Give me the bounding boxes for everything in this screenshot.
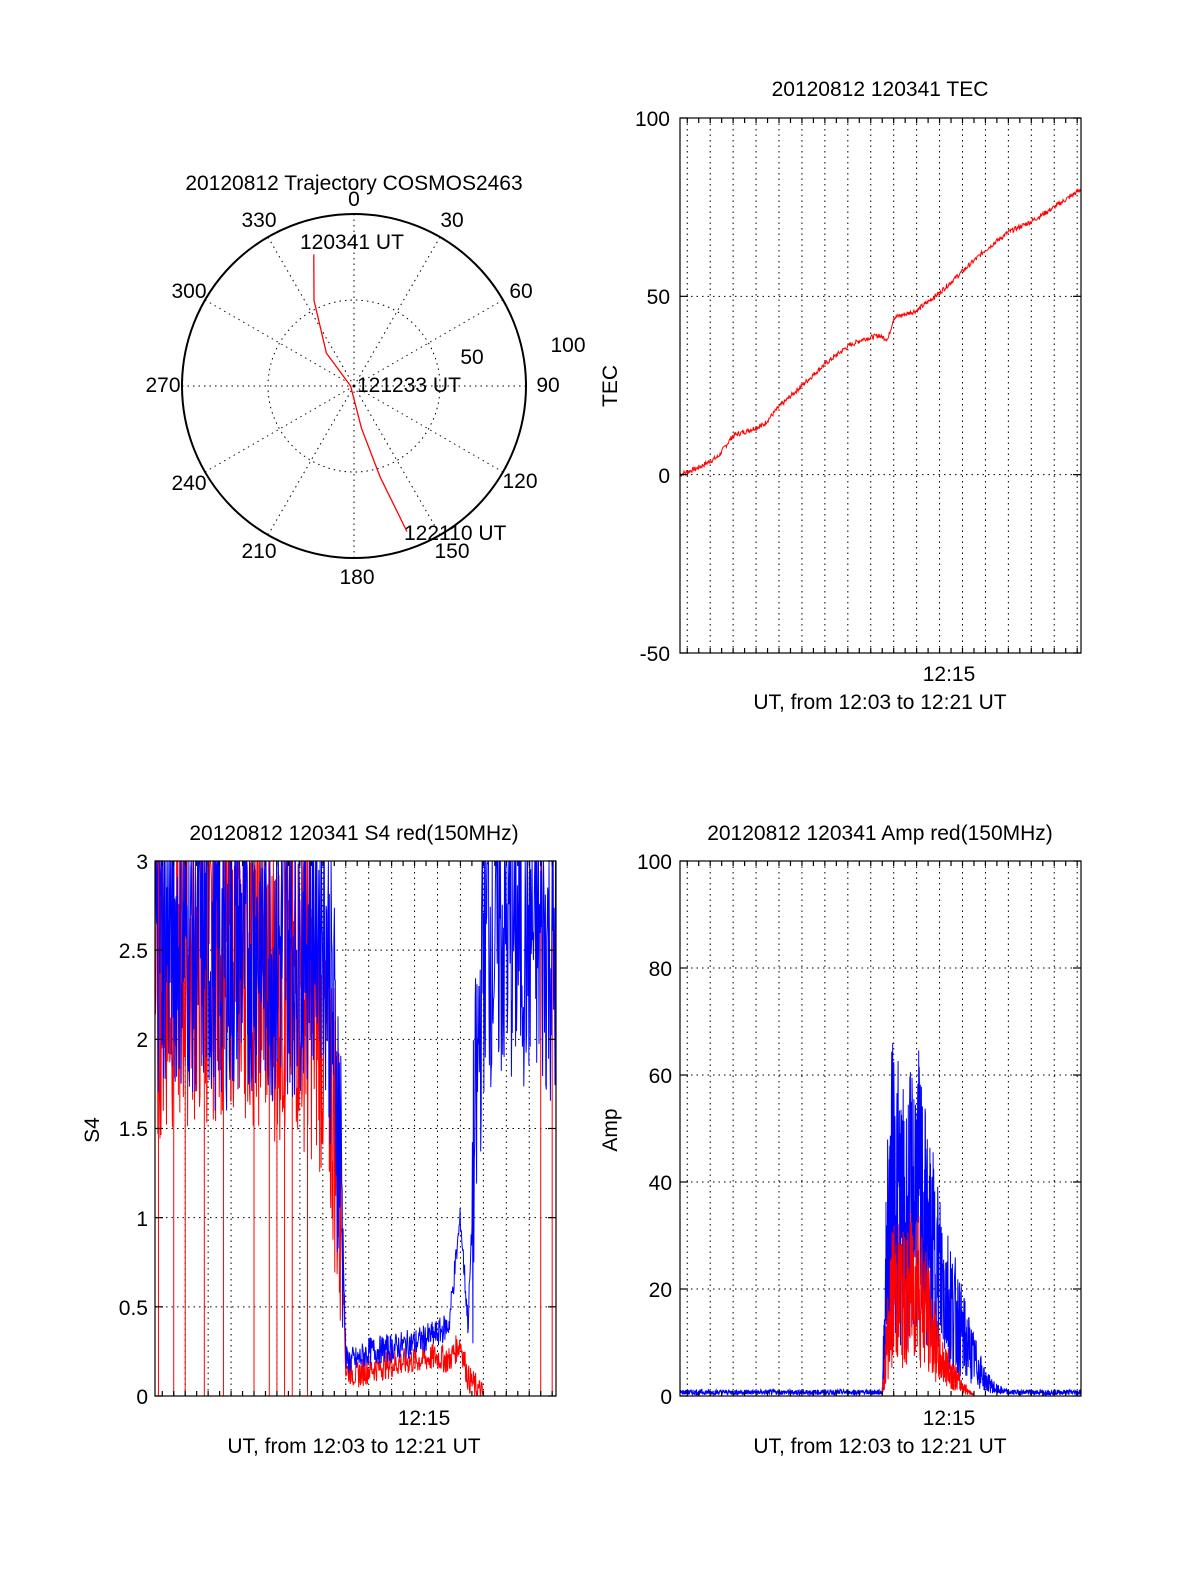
s4-series-blue bbox=[154, 860, 557, 1373]
polar-spoke bbox=[204, 299, 355, 387]
tec-series-line bbox=[679, 188, 1082, 478]
amp-series bbox=[679, 1042, 1082, 1397]
angle-label-270: 270 bbox=[145, 374, 180, 397]
tec-plot-frame bbox=[679, 117, 1082, 654]
radius-label-50: 50 bbox=[460, 346, 483, 369]
angle-label-240: 240 bbox=[171, 472, 206, 495]
amp-ytick-100: 100 bbox=[637, 851, 672, 874]
s4-ytick-0: 0 bbox=[136, 1386, 148, 1409]
trajectory-mid-time: 121233 UT bbox=[357, 374, 461, 397]
amp-xlabel: UT, from 12:03 to 12:21 UT bbox=[753, 1435, 1006, 1458]
angle-label-120: 120 bbox=[502, 470, 537, 493]
amp-series-red bbox=[881, 1212, 974, 1396]
s4-series bbox=[154, 860, 557, 1397]
angle-label-90: 90 bbox=[536, 374, 559, 397]
polar-title: 20120812 Trajectory COSMOS2463 bbox=[185, 172, 522, 195]
s4-ylabel: S4 bbox=[81, 1117, 104, 1143]
amp-ytick-0: 0 bbox=[660, 1386, 672, 1409]
amp-panel: 20120812 120341 Amp red(150MHz) 100 80 6… bbox=[599, 822, 1082, 1458]
tec-ytick-minus50: -50 bbox=[640, 643, 670, 666]
tec-ytick-0: 0 bbox=[658, 465, 670, 488]
s4-ytick-1: 1 bbox=[136, 1208, 148, 1231]
angle-label-150: 150 bbox=[434, 540, 469, 563]
tec-series bbox=[679, 188, 1082, 478]
tec-ytick-50: 50 bbox=[647, 286, 670, 309]
s4-xlabel: UT, from 12:03 to 12:21 UT bbox=[227, 1435, 480, 1458]
angle-label-180: 180 bbox=[339, 566, 374, 589]
s4-panel: 20120812 120341 S4 red(150MHz) 3 2.5 2 1… bbox=[81, 822, 557, 1458]
s4-ytick-1-5: 1.5 bbox=[119, 1118, 148, 1141]
trajectory-end-time: 122110 UT bbox=[404, 522, 507, 545]
amp-title: 20120812 120341 Amp red(150MHz) bbox=[707, 822, 1053, 845]
polar-trajectory bbox=[313, 254, 408, 532]
trajectory-start-time: 120341 UT bbox=[300, 231, 404, 254]
s4-ytick-2-5: 2.5 bbox=[119, 940, 148, 963]
tec-xtick-1215: 12:15 bbox=[923, 663, 976, 686]
polar-inner-circle bbox=[267, 299, 441, 473]
tec-title: 20120812 120341 TEC bbox=[772, 78, 989, 101]
polar-trajectory-line bbox=[313, 254, 408, 532]
angle-label-330: 330 bbox=[241, 209, 276, 232]
polar-spoke bbox=[267, 385, 355, 536]
angle-label-210: 210 bbox=[241, 540, 276, 563]
amp-ytick-40: 40 bbox=[649, 1172, 672, 1195]
radius-label-100: 100 bbox=[550, 334, 585, 357]
polar-spoke bbox=[353, 299, 504, 387]
angle-label-0: 0 bbox=[348, 188, 360, 211]
polar-spoke bbox=[353, 385, 504, 473]
tec-xlabel: UT, from 12:03 to 12:21 UT bbox=[753, 691, 1006, 714]
s4-ticks bbox=[155, 860, 556, 1397]
polar-spoke bbox=[353, 236, 441, 387]
amp-ytick-60: 60 bbox=[649, 1065, 672, 1088]
polar-panel: 20120812 Trajectory COSMOS2463 0 30 60 9… bbox=[145, 172, 585, 589]
polar-spoke bbox=[267, 236, 355, 387]
amp-xtick-1215: 12:15 bbox=[923, 1407, 976, 1430]
tec-ticks bbox=[680, 117, 1081, 654]
angle-label-300: 300 bbox=[171, 280, 206, 303]
amp-series-blue bbox=[679, 1042, 1082, 1397]
s4-xtick-1215: 12:15 bbox=[398, 1407, 451, 1430]
amp-grid bbox=[680, 861, 1081, 1396]
amp-plot-frame bbox=[679, 860, 1082, 1397]
s4-ytick-2: 2 bbox=[136, 1029, 148, 1052]
s4-ytick-3: 3 bbox=[136, 851, 148, 874]
polar-spoke bbox=[204, 385, 355, 473]
polar-spoke bbox=[353, 385, 441, 536]
amp-ylabel: Amp bbox=[599, 1108, 622, 1151]
amp-ticks bbox=[680, 860, 1081, 1397]
amp-ytick-20: 20 bbox=[649, 1279, 672, 1302]
s4-ytick-0-5: 0.5 bbox=[119, 1297, 148, 1320]
amp-ytick-80: 80 bbox=[649, 958, 672, 981]
polar-grid bbox=[181, 213, 527, 559]
angle-label-60: 60 bbox=[509, 280, 532, 303]
angle-label-30: 30 bbox=[440, 209, 463, 232]
tec-panel: 20120812 120341 TEC 100 50 0 -50 12:15 U… bbox=[599, 78, 1082, 714]
tec-ylabel: TEC bbox=[599, 365, 622, 407]
tec-ytick-100: 100 bbox=[635, 108, 670, 131]
s4-title: 20120812 120341 S4 red(150MHz) bbox=[189, 822, 518, 845]
